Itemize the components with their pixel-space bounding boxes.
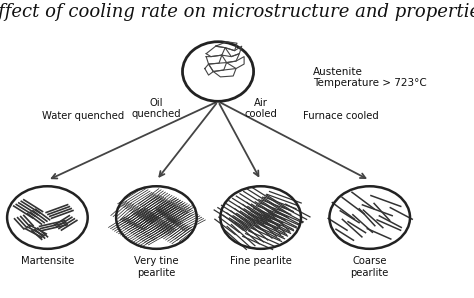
Ellipse shape bbox=[7, 186, 88, 249]
Text: Fine pearlite: Fine pearlite bbox=[230, 256, 292, 266]
Text: Austenite
Temperature > 723°C: Austenite Temperature > 723°C bbox=[313, 67, 427, 88]
Text: Very tine
pearlite: Very tine pearlite bbox=[134, 256, 179, 278]
Text: Coarse
pearlite: Coarse pearlite bbox=[351, 256, 389, 278]
Ellipse shape bbox=[116, 186, 197, 249]
Ellipse shape bbox=[329, 186, 410, 249]
Ellipse shape bbox=[220, 186, 301, 249]
Ellipse shape bbox=[182, 42, 254, 101]
Text: Martensite: Martensite bbox=[21, 256, 74, 266]
Text: Air
cooled: Air cooled bbox=[244, 98, 277, 119]
Text: Furnace cooled: Furnace cooled bbox=[303, 111, 379, 121]
Text: Effect of cooling rate on microstructure and properties: Effect of cooling rate on microstructure… bbox=[0, 3, 474, 21]
Text: Water quenched: Water quenched bbox=[42, 111, 124, 121]
Text: Oil
quenched: Oil quenched bbox=[132, 98, 181, 119]
